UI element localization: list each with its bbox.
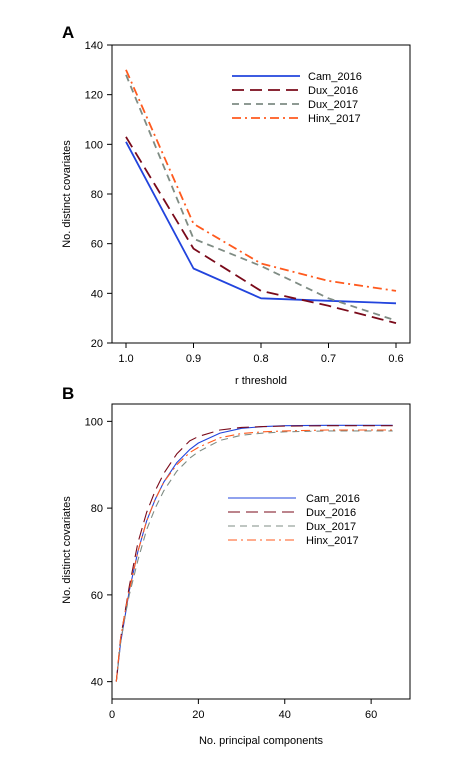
x-tick-label: 0 <box>109 709 115 721</box>
panel-a-series-lines <box>125 69 397 324</box>
y-tick-label: 140 <box>85 40 103 52</box>
series-line-hinx-2017 <box>115 429 393 682</box>
legend-label: Dux_2017 <box>306 521 356 533</box>
x-tick-label: 40 <box>279 709 291 721</box>
legend-label: Cam_2016 <box>306 493 360 505</box>
panel-b: B 40 60 80 100 0 20 40 60 No. principal compon… <box>61 384 411 747</box>
panel-b-plot-frame <box>111 403 411 700</box>
x-tick-label: 0.7 <box>321 353 336 365</box>
panel-a-legend: Cam_2016 Dux_2016 Dux_2017 Hinx_2017 <box>232 71 362 125</box>
series-line-dux-2016 <box>115 425 393 682</box>
y-tick-label: 80 <box>91 189 103 201</box>
legend-label: Cam_2016 <box>308 71 362 83</box>
series-line-cam-2016 <box>125 141 397 305</box>
series-line-cam-2016 <box>115 424 393 682</box>
panel-a-x-ticks: 1.0 0.9 0.8 0.7 0.6 <box>118 343 404 365</box>
x-tick-label: 0.9 <box>186 353 201 365</box>
legend-label: Dux_2016 <box>306 507 356 519</box>
panel-b-legend: Cam_2016 Dux_2016 Dux_2017 Hinx_2017 <box>228 493 360 547</box>
y-tick-label: 80 <box>91 503 103 515</box>
panel-a: A 20 40 60 80 100 120 140 1.0 0.9 0.8 0.7 0.6 r th… <box>61 23 411 387</box>
panel-a-y-axis-label: No. distinct covariates <box>61 140 73 248</box>
panel-a-label: A <box>62 23 74 42</box>
panel-a-x-axis-label: r threshold <box>235 375 287 387</box>
y-tick-label: 60 <box>91 590 103 602</box>
panel-b-x-axis-label: No. principal components <box>199 735 324 747</box>
x-tick-label: 0.6 <box>388 353 403 365</box>
panel-b-series-lines <box>115 424 393 682</box>
y-tick-label: 40 <box>91 677 103 689</box>
legend-label: Hinx_2017 <box>306 535 359 547</box>
y-tick-label: 100 <box>85 139 103 151</box>
y-tick-label: 20 <box>91 338 103 350</box>
panel-b-y-ticks: 40 60 80 100 <box>85 416 112 689</box>
series-line-dux-2017 <box>115 430 393 682</box>
y-tick-label: 120 <box>85 90 103 102</box>
x-tick-label: 0.8 <box>253 353 268 365</box>
panel-b-label: B <box>62 384 74 403</box>
legend-label: Dux_2016 <box>308 85 358 97</box>
panel-b-y-axis-label: No. distinct covariates <box>61 496 73 604</box>
panel-a-y-ticks: 20 40 60 80 100 120 140 <box>85 40 112 350</box>
x-tick-label: 1.0 <box>118 353 133 365</box>
y-tick-label: 100 <box>85 416 103 428</box>
legend-label: Dux_2017 <box>308 99 358 111</box>
series-line-dux-2016 <box>125 136 397 324</box>
y-tick-label: 40 <box>91 288 103 300</box>
x-tick-label: 60 <box>365 709 377 721</box>
y-tick-label: 60 <box>91 239 103 251</box>
x-tick-label: 20 <box>192 709 204 721</box>
legend-label: Hinx_2017 <box>308 113 361 125</box>
panel-b-x-ticks: 0 20 40 60 <box>109 699 377 721</box>
series-line-dux-2017 <box>125 74 397 322</box>
